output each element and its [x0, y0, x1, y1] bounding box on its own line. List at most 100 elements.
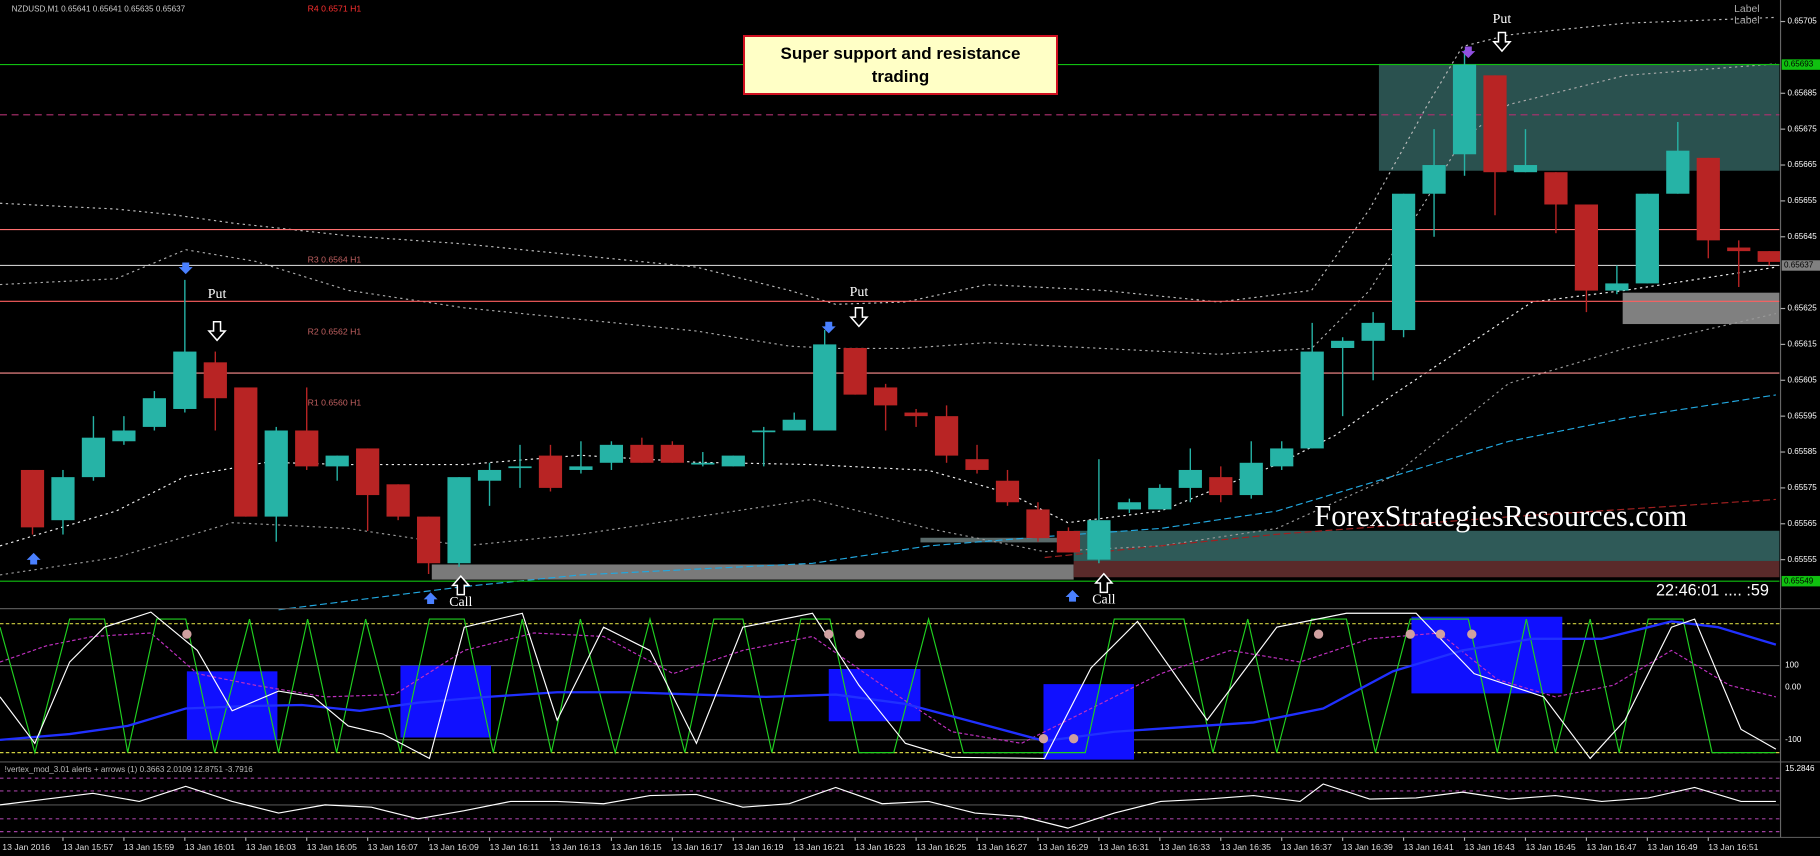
y-tick-label: 0.65595 [1788, 411, 1818, 420]
x-tick-label: 13 Jan 16:11 [490, 842, 540, 852]
y-tick-label: 0.65625 [1788, 304, 1818, 313]
x-tick-label: 13 Jan 16:43 [1465, 842, 1515, 852]
corner-label: Label [1734, 4, 1760, 15]
y-tick-label: 0.65655 [1788, 196, 1818, 205]
candle-body [1605, 283, 1629, 291]
candle-body [1391, 193, 1416, 331]
candle-body [538, 455, 563, 488]
candle-body [874, 387, 898, 406]
candle-body [1239, 462, 1263, 496]
envelope [0, 16, 1776, 305]
x-tick-label: 13 Jan 16:45 [1525, 842, 1575, 852]
x-tick-label: 13 Jan 16:27 [977, 842, 1027, 852]
chart-title: Super support and resistance trading [780, 44, 1021, 86]
x-tick-label: 13 Jan 16:13 [550, 842, 600, 852]
candle-body [477, 469, 502, 481]
candle-body [386, 484, 410, 517]
price-marker [1781, 575, 1820, 587]
x-tick-label: 13 Jan 16:01 [185, 842, 235, 852]
y-tick-label: 0.65615 [1788, 340, 1818, 349]
candle-body [934, 416, 959, 456]
down-mark [178, 262, 193, 275]
candle-body [356, 448, 380, 496]
signal-label: Call [449, 595, 472, 610]
candle-body [660, 444, 684, 463]
signal-label: Put [208, 287, 227, 302]
candle-body [325, 455, 349, 467]
x-tick-label: 13 Jan 16:21 [794, 842, 844, 852]
candle-body [1544, 172, 1568, 205]
candle-body [1148, 487, 1172, 510]
x-tick-label: 13 Jan 16:29 [1038, 842, 1088, 852]
candle-body [1727, 247, 1751, 252]
indicator-line [0, 616, 1776, 755]
price-marker-label: 0.65549 [1784, 576, 1814, 585]
candle-body [1209, 477, 1233, 496]
dot [855, 629, 865, 639]
candle-body [1300, 351, 1324, 449]
title-box: Super support and resistance trading [743, 35, 1058, 95]
timer: 22:46:01 .... :59 [1656, 581, 1769, 599]
dot [1435, 629, 1446, 639]
moving-average [1044, 498, 1776, 559]
candle-body [112, 430, 136, 442]
put-arrow [1492, 31, 1512, 53]
dot [1069, 734, 1079, 744]
x-tick-label: 13 Jan 15:59 [124, 842, 174, 852]
oscillator-panel: !vertex_mod_3.01 alerts + arrows (1) 0.3… [0, 764, 1815, 833]
signal-label: Put [1493, 12, 1512, 27]
x-tick-label: 13 Jan 16:41 [1404, 842, 1454, 852]
candle-body [1087, 520, 1111, 560]
candle-body [142, 398, 166, 427]
axes: 0.65705 0.65685 0.65675 0.65665 0.65655 0.656… [62, 17, 1820, 852]
candle-body [569, 466, 593, 470]
down-mark [1461, 46, 1476, 59]
support-zone [431, 564, 1074, 580]
x-tick-label: 13 Jan 16:15 [611, 842, 661, 852]
dot [1313, 629, 1324, 639]
y-tick-label: 0.65675 [1788, 124, 1818, 133]
candle-body [20, 469, 45, 528]
up-mark [423, 592, 438, 604]
call-arrow [1094, 572, 1114, 594]
candle-body [1178, 469, 1202, 488]
candle-body [1331, 340, 1355, 348]
candle-body [1757, 251, 1781, 262]
resistance-zone [1378, 63, 1780, 171]
signal-label: Put [850, 285, 869, 300]
indicator-panel: 100 0.00 -100 [0, 611, 1802, 760]
x-tick-label: 13 Jan 16:49 [1647, 842, 1697, 852]
pivot-label: R1 0.6560 H1 [308, 397, 362, 407]
candle-body [691, 462, 715, 465]
signal-label: Call [1092, 593, 1115, 608]
x-tick-label: 13 Jan 16:39 [1343, 842, 1393, 852]
y-tick-label: 0.65685 [1788, 88, 1818, 97]
y-tick-label: 0.65555 [1788, 555, 1818, 564]
pivot-label: R2 0.6562 H1 [308, 326, 362, 336]
candle-body [81, 437, 106, 478]
candle-body [51, 477, 75, 521]
candle-body [203, 362, 227, 399]
x-tick-label: 13 Jan 16:51 [1708, 842, 1758, 852]
x-tick-label: 13 Jan 16:25 [916, 842, 966, 852]
signal-box [1043, 684, 1135, 760]
y-tick-label: 0.65645 [1788, 232, 1818, 241]
zone [1622, 292, 1780, 325]
down-mark [821, 321, 836, 334]
up-mark [1065, 590, 1080, 602]
x-tick-label: 13 Jan 16:03 [246, 842, 296, 852]
candle-body [1361, 322, 1385, 341]
candle-body [1483, 75, 1507, 173]
candle-body [782, 419, 806, 431]
indicator-line [0, 632, 1777, 744]
oscillator-line [0, 783, 1776, 829]
price-marker-label: 0.65637 [1784, 261, 1814, 270]
pivot-label: R3 0.6564 H1 [308, 254, 362, 264]
candle-body [416, 516, 441, 564]
candle-body [173, 351, 197, 409]
candle-body [447, 477, 471, 564]
envelope [0, 313, 1777, 576]
x-tick-label: 13 Jan 16:33 [1160, 842, 1210, 852]
watermark: ForexStrategiesResources.com [1314, 499, 1687, 533]
